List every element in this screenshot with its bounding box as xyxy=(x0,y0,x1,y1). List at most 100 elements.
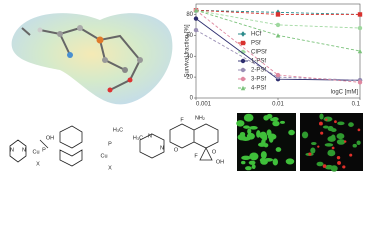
legend-marker xyxy=(240,31,246,37)
structure-label: N xyxy=(148,133,152,139)
legend-label: HCf xyxy=(251,32,262,38)
cell xyxy=(249,125,258,130)
cell-dead xyxy=(334,120,337,124)
cell xyxy=(337,121,345,126)
cell xyxy=(236,120,245,127)
cell-dead xyxy=(308,152,312,156)
cell xyxy=(246,115,251,119)
cell xyxy=(239,131,246,137)
structure-label: P xyxy=(42,147,46,153)
x-tick-label: 0.01 xyxy=(272,102,284,108)
cell xyxy=(285,158,295,165)
marker xyxy=(357,25,363,31)
structure-label: N xyxy=(160,145,164,151)
plot-frame xyxy=(195,3,361,99)
cell xyxy=(260,151,267,159)
cell-dead xyxy=(342,165,346,169)
structure-label: O xyxy=(174,147,179,153)
micrograph-left xyxy=(236,113,296,171)
marker xyxy=(193,27,199,33)
cell xyxy=(352,143,357,148)
legend-label: PSf xyxy=(251,41,261,47)
structure-label: O xyxy=(212,149,217,155)
y-axis-label: Survival fraction [%] xyxy=(185,24,191,77)
cell-dead xyxy=(317,145,320,148)
cell xyxy=(336,139,346,145)
cell-dead xyxy=(337,160,341,165)
legend-label: CIPSf xyxy=(251,50,267,56)
marker xyxy=(275,12,281,17)
x-axis-label: logC [mM] xyxy=(331,90,359,96)
cell xyxy=(256,130,261,138)
y-tick-label: 0 xyxy=(190,96,194,102)
structure-label: OH xyxy=(46,135,54,141)
cell xyxy=(322,125,329,129)
structure-label: F xyxy=(194,153,198,159)
legend-label: 1-PSf xyxy=(251,59,266,65)
micrograph-right xyxy=(300,113,363,172)
cell xyxy=(327,136,336,142)
cell xyxy=(241,155,251,160)
structure-label: N xyxy=(10,147,14,153)
structure-label: OH xyxy=(216,159,224,165)
cell xyxy=(240,160,246,165)
marker xyxy=(193,16,199,21)
marker xyxy=(275,72,281,78)
marker xyxy=(193,8,199,13)
structure-label: N xyxy=(22,147,26,153)
legend-label: 3-PSf xyxy=(251,77,266,83)
cell xyxy=(330,165,338,172)
cell xyxy=(248,160,256,165)
cell-dead xyxy=(349,153,353,157)
marker xyxy=(357,48,363,54)
marker xyxy=(275,33,281,38)
cell xyxy=(316,161,324,167)
structure-label: Cu xyxy=(32,149,39,155)
cell xyxy=(270,117,277,122)
marker xyxy=(357,12,363,17)
marker xyxy=(275,22,281,28)
cell xyxy=(279,120,285,124)
cell-dead xyxy=(343,140,347,143)
cell xyxy=(251,164,256,170)
cell xyxy=(249,152,259,161)
cell-dead xyxy=(357,128,361,132)
series-line xyxy=(195,29,361,81)
marker xyxy=(357,80,363,85)
legend-marker xyxy=(240,58,246,64)
cell xyxy=(259,131,267,140)
cell xyxy=(243,125,250,129)
cell-dead xyxy=(319,121,323,126)
structure-label: H₃C xyxy=(113,127,123,133)
cell xyxy=(247,128,252,135)
cell-dead xyxy=(331,146,335,150)
cell xyxy=(272,120,280,127)
structure-label: H₃C xyxy=(133,135,143,141)
cell xyxy=(327,149,336,157)
y-tick-label: 60 xyxy=(186,33,193,39)
x-tick-label: 0.1 xyxy=(352,102,361,108)
cell-dead xyxy=(322,164,327,168)
cell xyxy=(264,157,274,162)
structure-label: F xyxy=(180,117,184,123)
cell xyxy=(263,115,270,121)
legend-marker xyxy=(240,49,246,55)
cell xyxy=(311,141,317,146)
cell-dead xyxy=(320,131,324,135)
cell xyxy=(245,166,252,171)
cell xyxy=(258,142,267,147)
molecule-render xyxy=(11,13,173,105)
structure-label: X xyxy=(108,165,112,171)
y-tick-label: 20 xyxy=(186,75,193,81)
cell-dead xyxy=(336,155,341,160)
structures xyxy=(9,123,219,167)
cell xyxy=(288,129,295,136)
legend-marker xyxy=(240,85,246,91)
legend-marker xyxy=(240,67,246,73)
cell xyxy=(246,132,255,140)
cell xyxy=(323,116,333,122)
legend-marker xyxy=(240,76,246,82)
x-tick-label: 0.001 xyxy=(196,102,212,108)
